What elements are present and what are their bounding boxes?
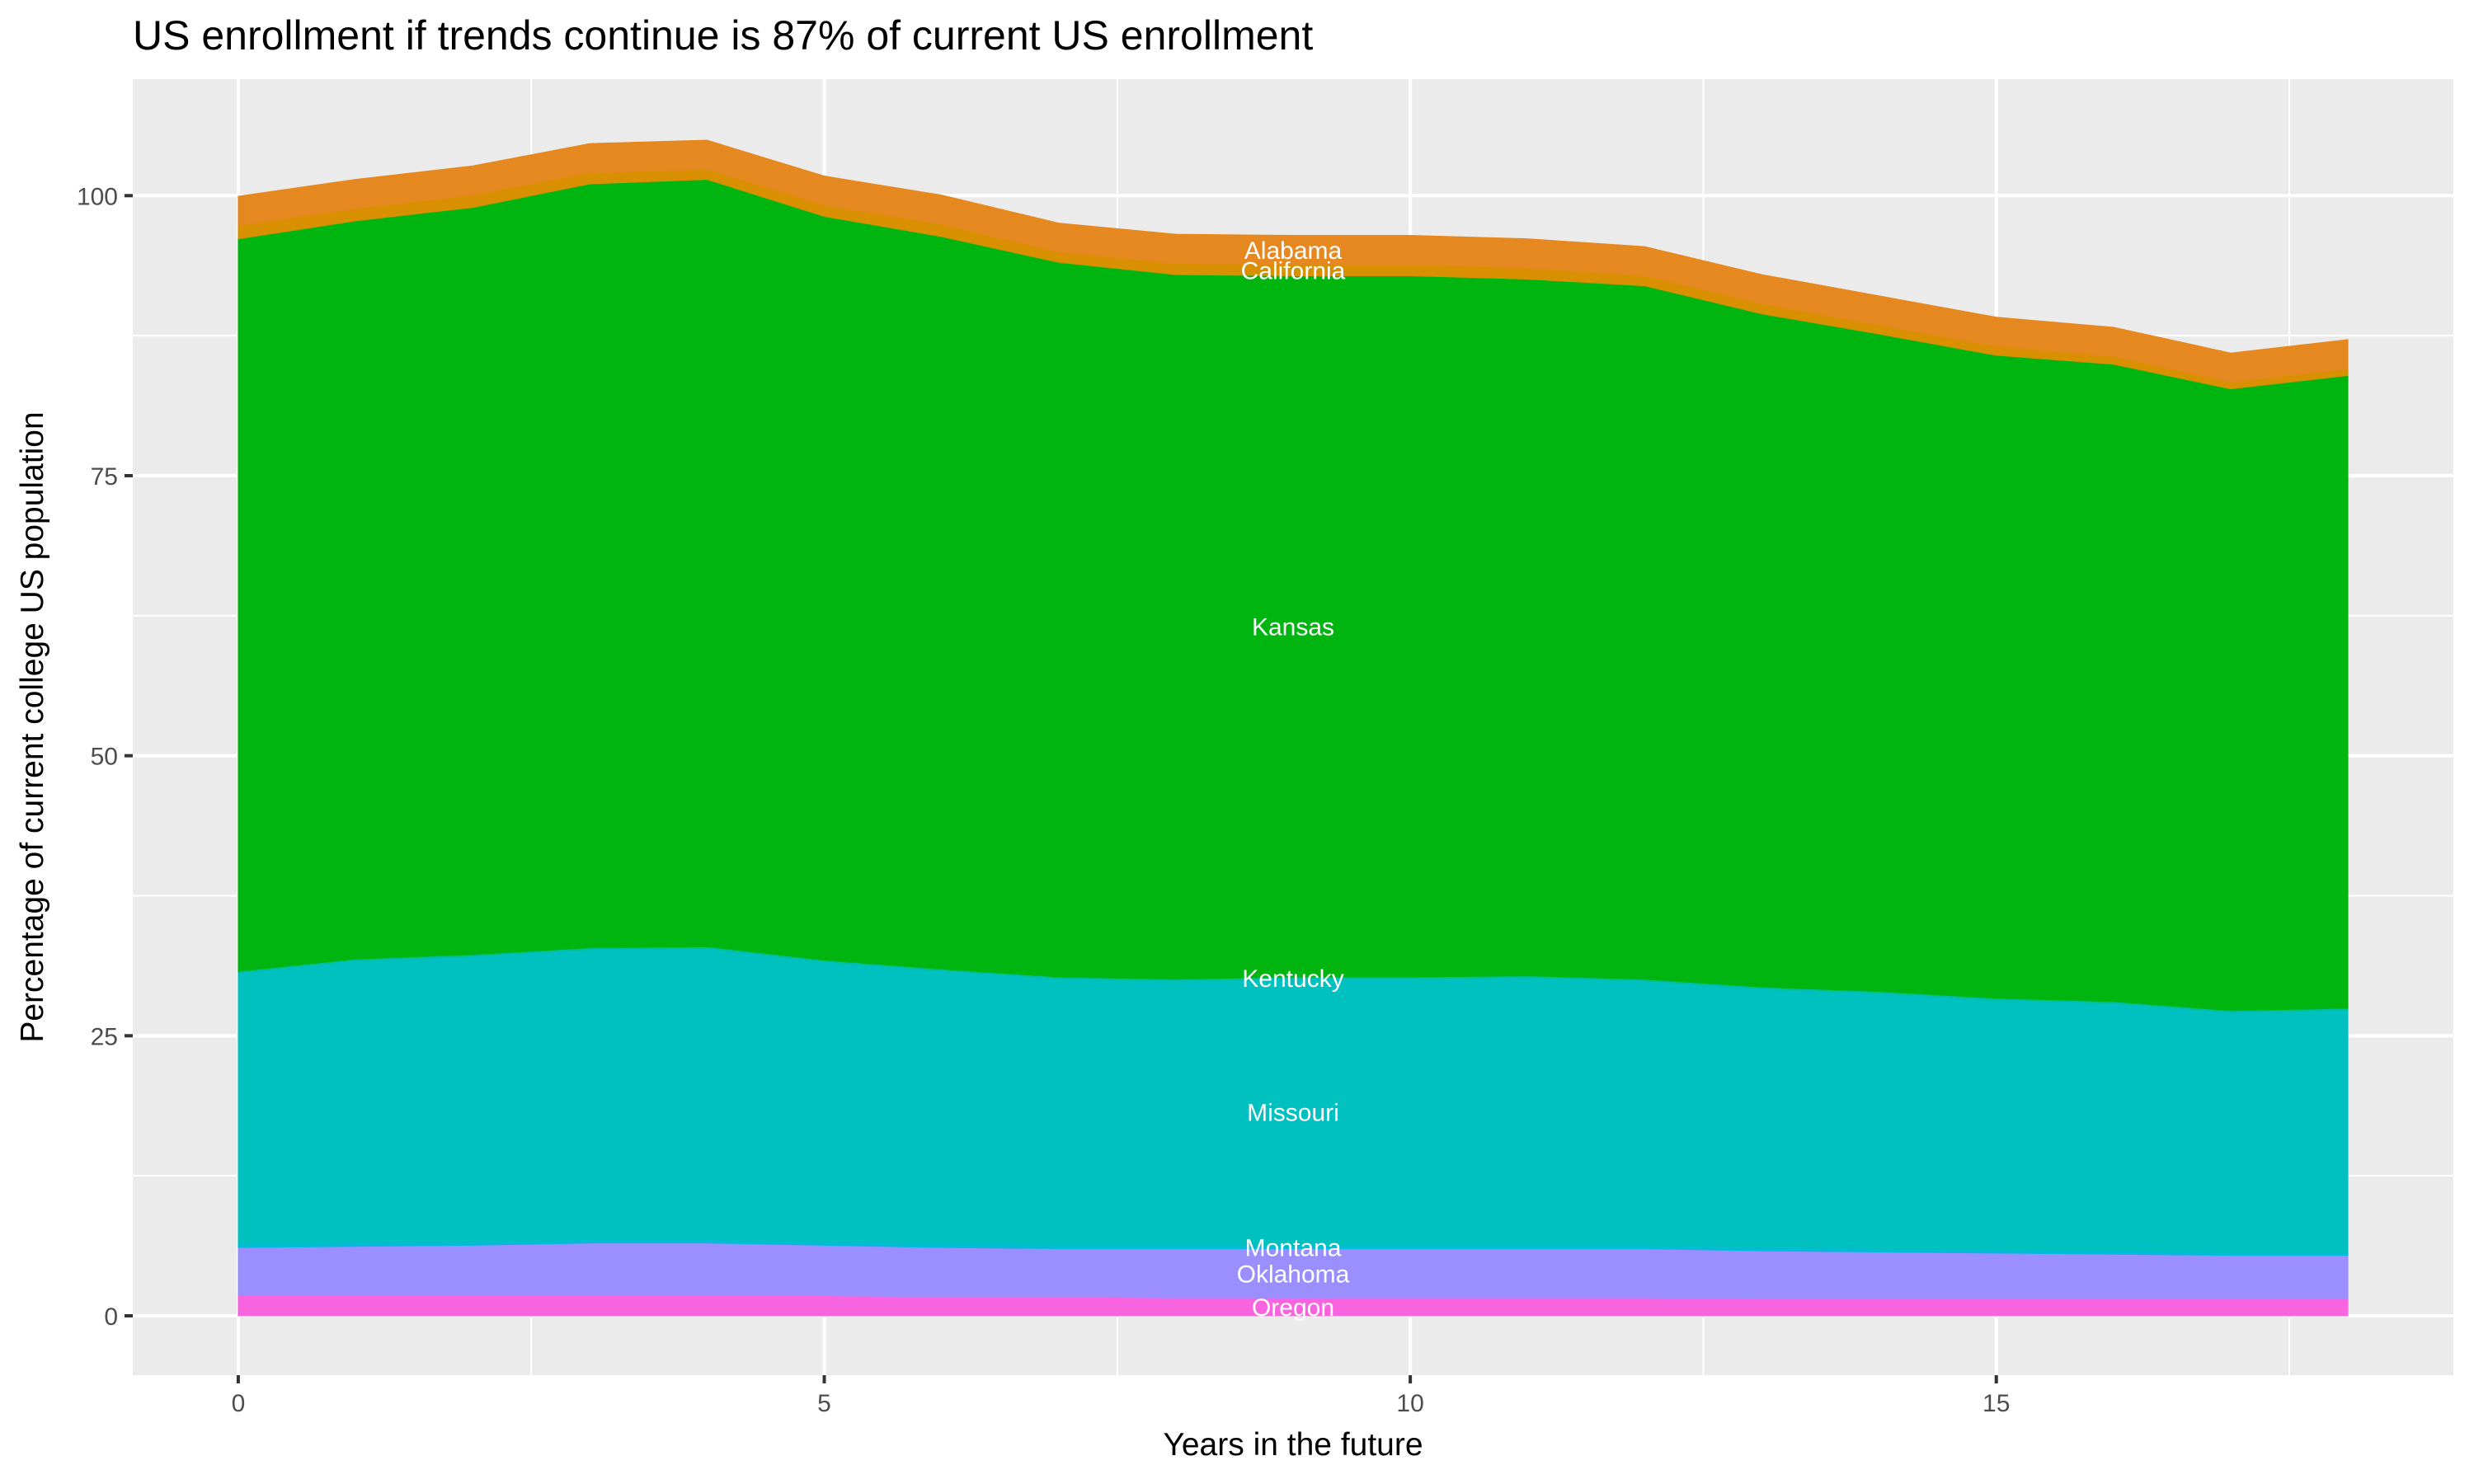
x-tick-label: 0 <box>232 1390 246 1417</box>
x-tick-label: 10 <box>1396 1390 1423 1417</box>
series-label-alabama: Alabama <box>1244 237 1343 265</box>
y-axis-title: Percentage of current college US populat… <box>15 411 50 1042</box>
y-tick-label: 75 <box>91 463 118 491</box>
x-tick-label: 5 <box>817 1390 831 1417</box>
x-tick-label: 15 <box>1982 1390 2010 1417</box>
y-axis-ticks: 0 25 50 75 100 <box>77 183 133 1331</box>
y-tick-label: 100 <box>77 183 118 210</box>
y-tick-label: 25 <box>91 1023 118 1050</box>
series-label-california: California <box>1241 258 1346 285</box>
y-tick-label: 50 <box>91 744 118 771</box>
y-tick-label: 0 <box>104 1303 118 1331</box>
series-label-oregon: Oregon <box>1252 1294 1334 1322</box>
x-axis-ticks: 0 5 10 15 <box>232 1375 2010 1417</box>
series-label-kansas: Kansas <box>1252 614 1334 641</box>
area-series <box>238 139 2349 1317</box>
series-label-montana: Montana <box>1245 1234 1342 1261</box>
series-label-oklahoma: Oklahoma <box>1237 1261 1350 1288</box>
series-label-missouri: Missouri <box>1247 1100 1339 1127</box>
area-alabama <box>238 139 2349 383</box>
chart-title: US enrollment if trends continue is 87% … <box>133 12 1313 59</box>
series-label-kentucky: Kentucky <box>1242 965 1343 993</box>
x-axis-title: Years in the future <box>1163 1427 1423 1463</box>
